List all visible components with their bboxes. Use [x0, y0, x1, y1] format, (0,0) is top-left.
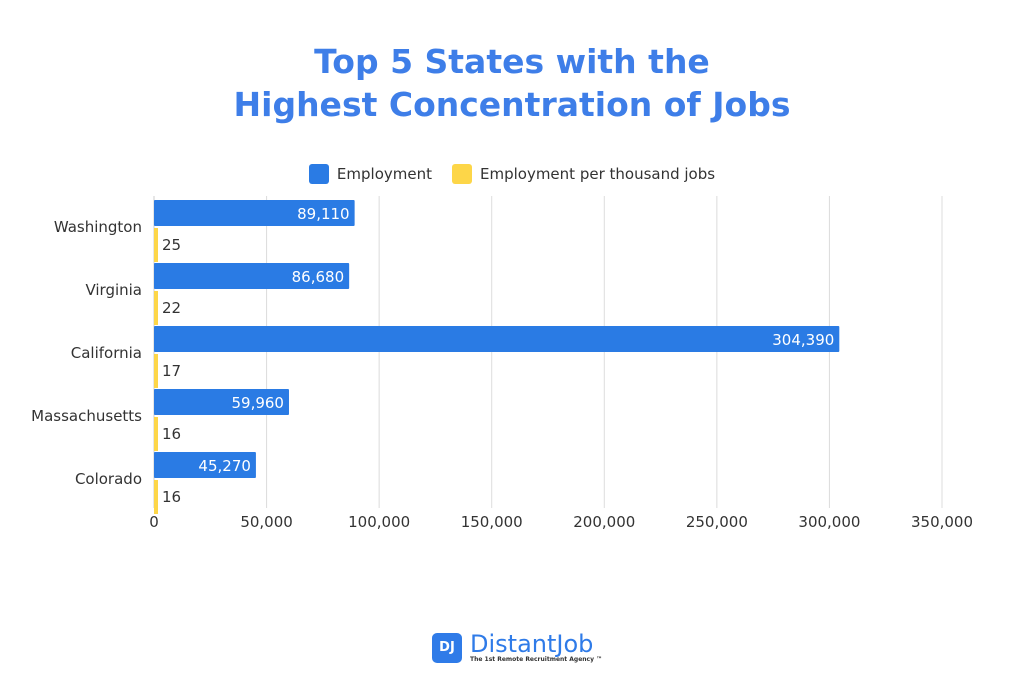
x-tick-label: 300,000 [798, 513, 860, 531]
bar-employment [154, 326, 840, 352]
data-label-employment: 86,680 [292, 268, 345, 286]
legend-swatch-per-thousand [451, 164, 472, 184]
data-label-employment: 304,390 [772, 331, 834, 349]
category-label: California [71, 344, 142, 362]
x-tick-label: 100,000 [348, 513, 410, 531]
category-label: Virginia [85, 281, 142, 299]
category-label: Massachusetts [31, 407, 142, 425]
bar-per-thousand [154, 354, 158, 388]
legend-swatch-employment [308, 164, 329, 184]
legend-item-employment: Employment [308, 164, 432, 184]
bar-employment [154, 263, 350, 289]
data-label-employment: 89,110 [297, 205, 350, 223]
x-tick-label: 350,000 [911, 513, 973, 531]
bar-per-thousand [154, 480, 158, 514]
chart-title-line-1: Top 5 States with the [314, 42, 710, 81]
logo-name: DistantJob [470, 630, 594, 658]
x-tick-label: 0 [149, 513, 159, 531]
x-tick-label: 200,000 [573, 513, 635, 531]
x-tick-label: 150,000 [461, 513, 523, 531]
category-label: Colorado [75, 470, 142, 488]
logo-mark: DJ [432, 632, 462, 663]
x-tick-label: 250,000 [686, 513, 748, 531]
x-tick-label: 50,000 [240, 513, 293, 531]
legend-label: Employment [336, 165, 432, 183]
chart-title: Top 5 States with the Highest Concentrat… [0, 40, 1024, 126]
legend: Employment Employment per thousand jobs [0, 164, 1024, 184]
logo-tagline: The 1st Remote Recruitment Agency ™ [470, 656, 603, 663]
category-label: Washington [54, 218, 142, 236]
data-label-per-thousand: 16 [162, 488, 181, 506]
data-label-per-thousand: 25 [162, 236, 181, 254]
distantjob-logo: DJ DistantJob The 1st Remote Recruitment… [432, 632, 602, 663]
data-label-per-thousand: 22 [162, 299, 181, 317]
bar-employment [154, 389, 289, 415]
data-label-per-thousand: 17 [162, 362, 181, 380]
bar-per-thousand [154, 228, 158, 262]
bar-employment [154, 452, 256, 478]
chart-title-line-2: Highest Concentration of Jobs [233, 85, 791, 124]
legend-item-per-thousand: Employment per thousand jobs [451, 164, 716, 184]
data-label-employment: 45,270 [198, 457, 251, 475]
legend-label: Employment per thousand jobs [479, 165, 716, 183]
bar-per-thousand [154, 291, 158, 325]
data-label-per-thousand: 16 [162, 425, 181, 443]
bar-per-thousand [154, 417, 158, 451]
data-label-employment: 59,960 [231, 394, 284, 412]
bar-employment [154, 200, 355, 226]
